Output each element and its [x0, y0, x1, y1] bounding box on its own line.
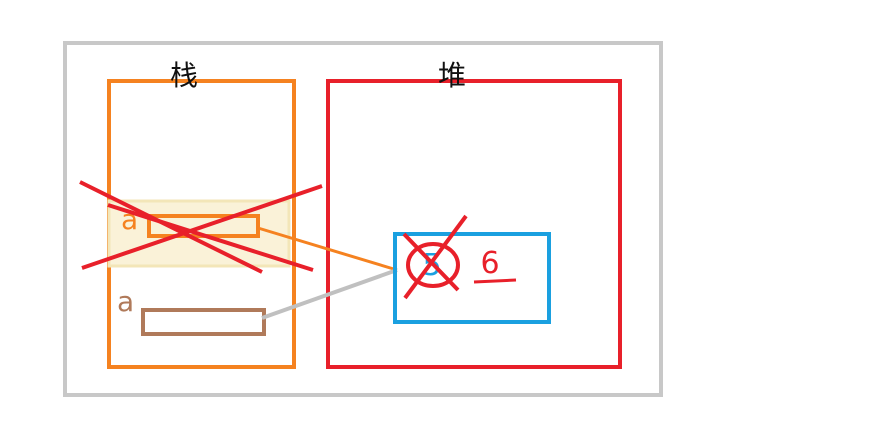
local-var-box [141, 308, 266, 336]
frame-cross-line-3 [81, 184, 323, 270]
heap-title: 堆 [438, 59, 466, 92]
old-reference-line [257, 226, 398, 272]
new-value-underline [473, 278, 517, 284]
heap-object [393, 232, 551, 324]
old-value-cross-2 [403, 214, 468, 300]
stack-title: 栈 [170, 59, 198, 92]
heap-region [326, 79, 622, 369]
new-reference-line [261, 268, 398, 320]
outer-frame [63, 41, 663, 397]
new-value: 6 [480, 246, 499, 281]
old-value-circle [406, 242, 460, 288]
frame-cross-line-2 [107, 203, 314, 272]
local-var-label: a [117, 285, 134, 318]
